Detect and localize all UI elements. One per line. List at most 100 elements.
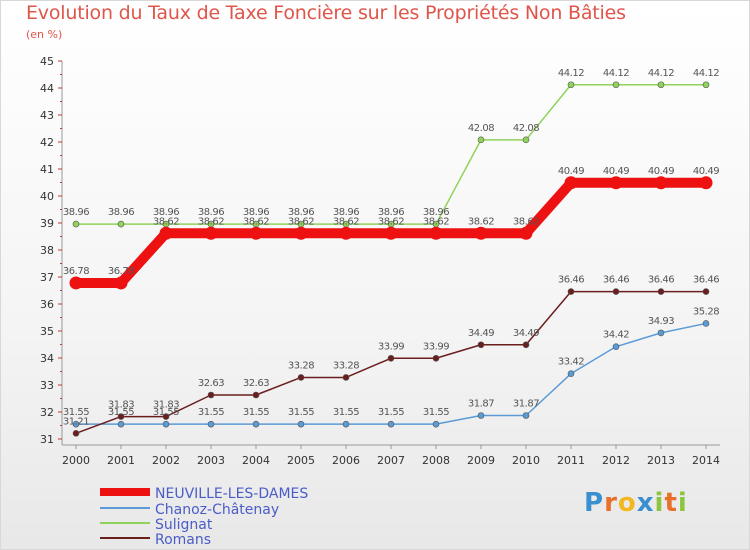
data-label: 31.55: [153, 407, 179, 418]
data-point: [522, 341, 530, 349]
data-point: [567, 370, 575, 377]
data-label: 33.42: [558, 357, 584, 368]
data-label: 44.12: [558, 68, 584, 79]
data-point: [474, 226, 488, 240]
data-label: 40.49: [693, 166, 719, 177]
data-point: [162, 420, 170, 428]
data-label: 36.46: [648, 275, 674, 286]
data-label: 42.08: [468, 123, 494, 134]
x-tick-label: 2004: [242, 454, 270, 467]
logo-letter: P: [584, 488, 605, 518]
data-point: [522, 412, 530, 419]
data-label: 34.93: [648, 316, 674, 327]
data-label: 38.96: [288, 207, 314, 218]
data-point: [294, 226, 308, 240]
data-point: [72, 220, 80, 228]
data-point: [432, 354, 440, 362]
data-label: 33.99: [378, 341, 404, 352]
data-label: 38.62: [423, 216, 449, 227]
data-point: [564, 176, 578, 190]
data-point: [432, 420, 440, 428]
x-tick-label: 2003: [197, 454, 225, 467]
logo-letter: t: [664, 488, 678, 518]
data-point: [609, 176, 623, 190]
data-point: [252, 391, 260, 399]
data-label: 44.12: [603, 68, 629, 79]
logo-letter: i: [654, 488, 665, 518]
data-label: 36.46: [558, 275, 584, 286]
data-point: [249, 226, 263, 240]
data-point: [342, 374, 350, 381]
data-label: 31.55: [108, 407, 134, 418]
data-label: 38.62: [153, 216, 179, 227]
data-label: 40.49: [648, 166, 674, 177]
x-tick-label: 2010: [512, 454, 540, 467]
data-point: [297, 420, 305, 428]
data-point: [429, 226, 443, 240]
y-tick-label: 44: [40, 82, 54, 95]
logo-letter: i: [677, 488, 688, 518]
x-tick-label: 2002: [152, 454, 180, 467]
y-tick-label: 32: [40, 406, 54, 419]
data-point: [387, 354, 395, 362]
y-tick-label: 38: [40, 244, 54, 257]
data-point: [69, 276, 83, 290]
data-label: 38.96: [108, 207, 134, 218]
data-label: 35.28: [693, 306, 719, 317]
data-label: 32.63: [198, 378, 224, 389]
data-point: [657, 329, 665, 337]
data-point: [114, 276, 128, 290]
data-label: 38.96: [198, 207, 224, 218]
data-label: 31.55: [378, 407, 404, 418]
data-point: [297, 374, 305, 381]
data-label: 31.55: [333, 407, 359, 418]
data-label: 38.96: [63, 207, 89, 218]
x-tick-label: 2001: [107, 454, 135, 467]
data-label: 32.63: [243, 378, 269, 389]
y-tick-label: 35: [40, 325, 54, 338]
data-label: 31.83: [108, 400, 134, 411]
data-point: [117, 413, 125, 420]
data-point: [477, 412, 485, 419]
data-label: 36.46: [693, 275, 719, 286]
y-tick-label: 31: [40, 433, 54, 446]
data-point: [567, 81, 575, 89]
y-tick-label: 36: [40, 298, 54, 311]
data-point: [72, 430, 80, 437]
data-point: [72, 420, 80, 428]
data-label: 34.49: [468, 328, 494, 339]
y-tick-label: 42: [40, 136, 54, 149]
data-label: 42.08: [513, 123, 539, 134]
data-label: 31.87: [513, 399, 539, 410]
data-label: 38.96: [333, 207, 359, 218]
x-tick-label: 2012: [602, 454, 630, 467]
data-label: 38.96: [423, 207, 449, 218]
y-tick-label: 41: [40, 163, 54, 176]
legend-label: Chanoz-Châtenay: [155, 502, 279, 518]
data-label: 38.62: [468, 216, 494, 227]
data-label: 38.96: [378, 207, 404, 218]
logo-letter: o: [617, 488, 637, 518]
legend-label: NEUVILLE-LES-DAMES: [155, 486, 308, 502]
data-label: 31.55: [63, 407, 89, 418]
data-point: [339, 226, 353, 240]
data-point: [522, 136, 530, 144]
logo-letter: x: [636, 488, 655, 518]
data-label: 34.49: [513, 328, 539, 339]
legend-label: Romans: [155, 532, 211, 548]
data-label: 40.49: [603, 166, 629, 177]
y-tick-label: 39: [40, 217, 54, 230]
x-tick-label: 2000: [62, 454, 90, 467]
data-point: [207, 420, 215, 428]
data-label: 44.12: [693, 68, 719, 79]
data-label: 38.62: [243, 216, 269, 227]
chart-title: Evolution du Taux de Taxe Foncière sur l…: [26, 2, 626, 24]
data-label: 31.87: [468, 399, 494, 410]
data-label: 38.62: [198, 216, 224, 227]
y-tick-label: 33: [40, 379, 54, 392]
data-label: 38.62: [333, 216, 359, 227]
data-point: [702, 320, 710, 327]
logo-letter: r: [604, 488, 618, 518]
data-label: 38.96: [153, 207, 179, 218]
data-label: 38.62: [378, 216, 404, 227]
